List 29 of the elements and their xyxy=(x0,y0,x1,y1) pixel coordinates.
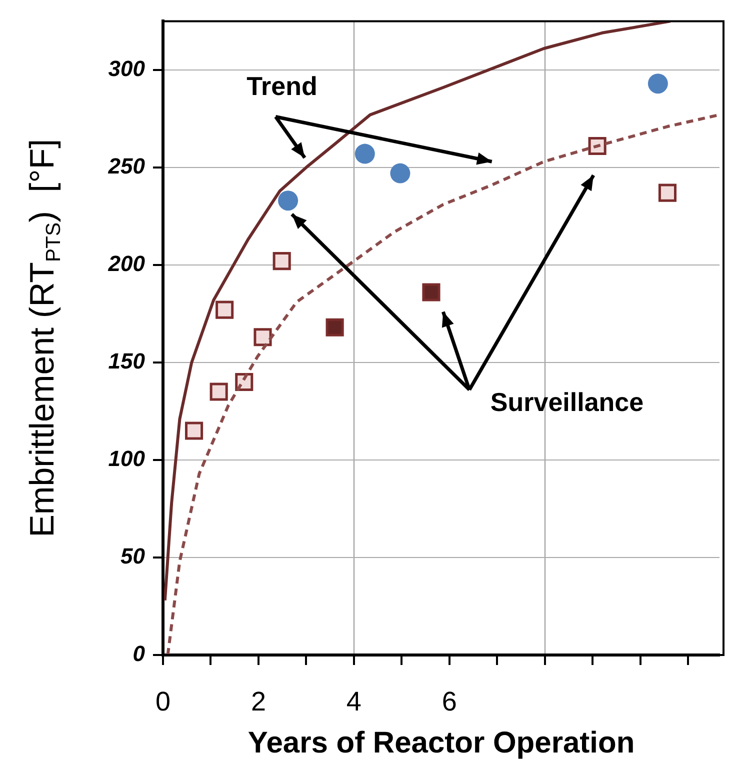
y-tick-label: 0 xyxy=(132,641,146,666)
point xyxy=(326,318,344,336)
point xyxy=(354,144,375,164)
y-axis-title: Embrittlement (RTPTS) [°F] xyxy=(23,138,65,538)
line-series xyxy=(166,113,720,655)
annotation: Surveillance xyxy=(490,387,644,418)
y-tick-label: 200 xyxy=(107,251,146,276)
point xyxy=(184,422,204,440)
y-tick-label: 50 xyxy=(120,544,146,569)
x-axis-title: Years of Reactor Operation xyxy=(248,726,635,760)
x-tick-label: 6 xyxy=(442,686,457,717)
point xyxy=(254,328,272,346)
point xyxy=(648,74,668,94)
y-tick-label: 300 xyxy=(108,56,146,82)
point xyxy=(278,190,298,211)
y-tick-label: 150 xyxy=(108,348,146,374)
y-tick-label: 250 xyxy=(107,154,146,179)
y-tick-label: 100 xyxy=(108,446,146,472)
x-tick-label: 4 xyxy=(346,686,362,717)
x-tick-label: 2 xyxy=(250,686,266,717)
point xyxy=(658,184,677,202)
point xyxy=(272,252,291,270)
point xyxy=(210,382,228,401)
point xyxy=(588,136,606,156)
annotation: Trend xyxy=(246,71,318,102)
point xyxy=(390,163,410,184)
point xyxy=(216,300,234,319)
point xyxy=(422,283,440,302)
x-tick-label: 0 xyxy=(155,686,171,717)
